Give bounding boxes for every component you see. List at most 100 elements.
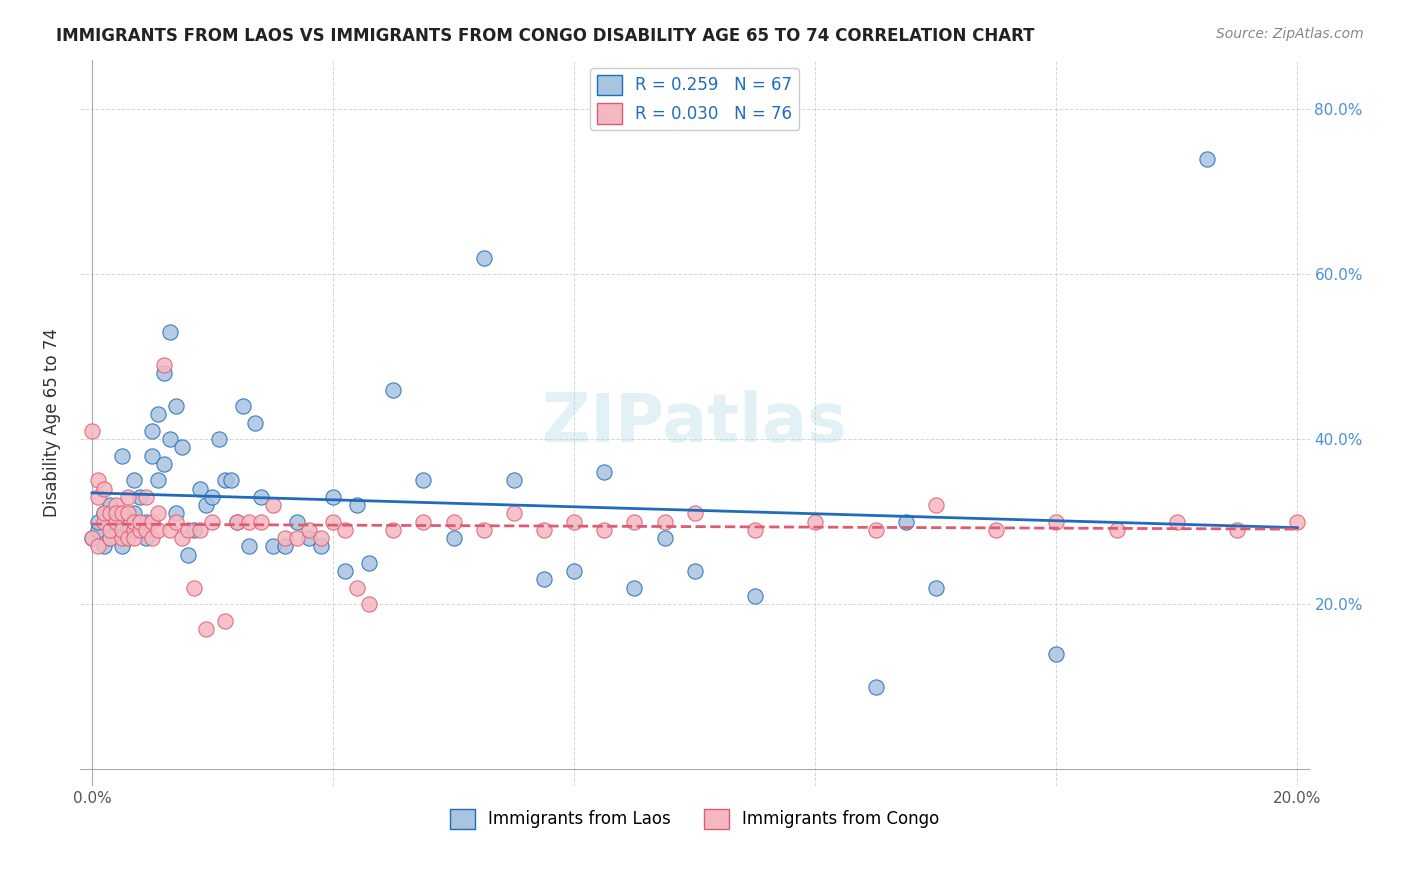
Point (1226, 523, 1249, 537)
Point (298, 531, 321, 545)
Point (298, 523, 321, 537)
Point (87, 474, 110, 488)
Point (865, 680, 887, 694)
Point (148, 523, 170, 537)
Point (232, 399, 254, 413)
Point (533, 523, 555, 537)
Point (80, 531, 103, 545)
Point (201, 490, 224, 504)
Point (502, 507, 524, 521)
Point (117, 490, 139, 504)
Text: ZIPatlas: ZIPatlas (543, 390, 846, 456)
Point (148, 408, 170, 422)
Point (195, 622, 218, 636)
Point (105, 515, 128, 529)
Point (80, 531, 103, 545)
Point (285, 515, 308, 529)
Point (93, 482, 115, 496)
Point (105, 523, 128, 537)
Point (98, 531, 121, 545)
Point (333, 564, 356, 578)
Point (562, 515, 585, 529)
Point (225, 515, 247, 529)
Point (346, 498, 368, 512)
Point (214, 474, 236, 488)
Point (243, 416, 266, 430)
Point (153, 358, 176, 372)
Point (382, 383, 405, 397)
Point (359, 597, 381, 611)
Point (412, 515, 434, 529)
Point (472, 251, 495, 265)
Point (122, 531, 145, 545)
Point (98, 498, 121, 512)
Point (177, 548, 200, 562)
Point (141, 531, 163, 545)
Point (98, 507, 121, 521)
Point (177, 523, 200, 537)
Point (172, 441, 194, 455)
Point (165, 515, 187, 529)
Point (117, 531, 139, 545)
Point (285, 531, 308, 545)
Point (148, 474, 170, 488)
Point (925, 498, 948, 512)
Point (359, 556, 381, 570)
Point (333, 523, 356, 537)
Point (219, 474, 242, 488)
Point (925, 581, 948, 595)
Point (98, 531, 121, 545)
Point (87, 515, 110, 529)
Point (623, 515, 645, 529)
Point (225, 515, 247, 529)
Text: Source: ZipAtlas.com: Source: ZipAtlas.com (1216, 27, 1364, 41)
Point (93, 540, 115, 554)
Point (894, 515, 917, 529)
Point (122, 474, 145, 488)
Point (346, 581, 368, 595)
Point (274, 531, 297, 545)
Point (309, 531, 332, 545)
Point (214, 614, 236, 628)
Point (93, 515, 115, 529)
Point (1166, 515, 1188, 529)
Point (111, 449, 134, 463)
Point (153, 366, 176, 380)
Point (141, 449, 163, 463)
Point (183, 581, 205, 595)
Point (472, 523, 495, 537)
Point (87, 523, 110, 537)
Point (744, 589, 766, 603)
Point (654, 515, 676, 529)
Point (1286, 515, 1309, 529)
Point (382, 523, 405, 537)
Point (172, 531, 194, 545)
Point (1045, 515, 1067, 529)
Point (804, 515, 827, 529)
Point (412, 474, 434, 488)
Point (111, 507, 134, 521)
Point (1195, 152, 1218, 166)
Point (238, 540, 260, 554)
Text: IMMIGRANTS FROM LAOS VS IMMIGRANTS FROM CONGO DISABILITY AGE 65 TO 74 CORRELATIO: IMMIGRANTS FROM LAOS VS IMMIGRANTS FROM … (56, 27, 1035, 45)
Point (984, 523, 1007, 537)
Point (322, 490, 344, 504)
Point (183, 523, 205, 537)
Point (111, 523, 134, 537)
Point (153, 457, 176, 471)
Point (135, 523, 157, 537)
Point (683, 507, 706, 521)
Point (238, 515, 260, 529)
Point (129, 523, 152, 537)
Point (111, 531, 134, 545)
Point (249, 490, 271, 504)
Point (148, 507, 170, 521)
Point (190, 523, 212, 537)
Point (443, 531, 465, 545)
Point (249, 515, 271, 529)
Point (87, 490, 110, 504)
Point (502, 474, 524, 488)
Legend: Immigrants from Laos, Immigrants from Congo: Immigrants from Laos, Immigrants from Co… (443, 802, 946, 836)
Point (135, 490, 157, 504)
Point (201, 515, 224, 529)
